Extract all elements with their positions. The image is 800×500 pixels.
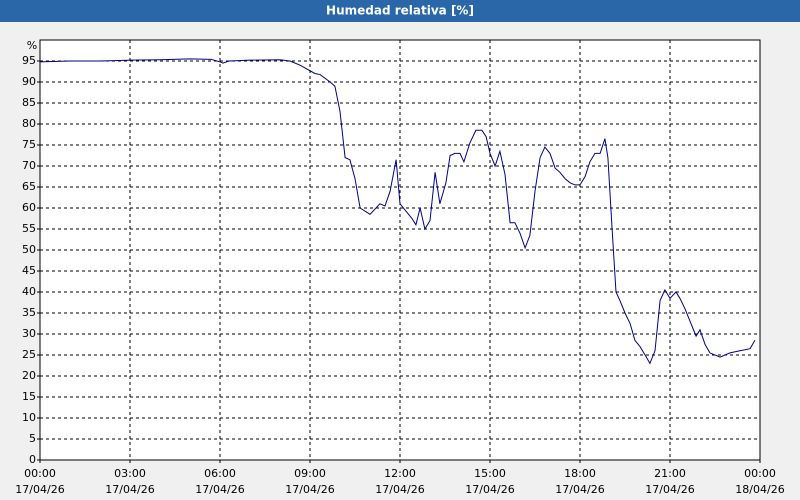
y-tick-label: 95 bbox=[22, 54, 36, 67]
y-unit: % bbox=[27, 39, 37, 52]
y-tick-label: 60 bbox=[22, 201, 36, 214]
x-tick-label: 15:00 bbox=[474, 467, 506, 480]
x-tick-date: 18/04/26 bbox=[735, 483, 784, 496]
y-tick-label: 45 bbox=[22, 264, 36, 277]
x-tick-date: 17/04/26 bbox=[645, 483, 694, 496]
x-tick-label: 09:00 bbox=[294, 467, 326, 480]
y-tick-label: 20 bbox=[22, 369, 36, 382]
y-tick-label: 80 bbox=[22, 117, 36, 130]
x-tick-label: 00:00 bbox=[744, 467, 776, 480]
x-tick-date: 17/04/26 bbox=[465, 483, 514, 496]
x-tick-label: 21:00 bbox=[654, 467, 686, 480]
x-tick-date: 17/04/26 bbox=[555, 483, 604, 496]
x-tick-label: 06:00 bbox=[204, 467, 236, 480]
y-tick-label: 85 bbox=[22, 96, 36, 109]
x-tick-label: 12:00 bbox=[384, 467, 416, 480]
x-tick-date: 17/04/26 bbox=[375, 483, 424, 496]
y-tick-label: 70 bbox=[22, 159, 36, 172]
x-tick-date: 17/04/26 bbox=[105, 483, 154, 496]
x-tick-label: 18:00 bbox=[564, 467, 596, 480]
title-bar bbox=[0, 0, 800, 22]
x-tick-date: 17/04/26 bbox=[195, 483, 244, 496]
x-tick-label: 03:00 bbox=[114, 467, 146, 480]
y-tick-label: 25 bbox=[22, 348, 36, 361]
chart-title: Humedad relativa [%] bbox=[326, 4, 474, 18]
y-tick-label: 40 bbox=[22, 285, 36, 298]
y-tick-label: 90 bbox=[22, 75, 36, 88]
y-tick-label: 30 bbox=[22, 327, 36, 340]
x-tick-label: 00:00 bbox=[24, 467, 56, 480]
x-tick-date: 17/04/26 bbox=[285, 483, 334, 496]
y-tick-label: 10 bbox=[22, 411, 36, 424]
y-tick-label: 0 bbox=[29, 453, 36, 466]
y-tick-label: 75 bbox=[22, 138, 36, 151]
y-tick-label: 65 bbox=[22, 180, 36, 193]
y-tick-label: 50 bbox=[22, 243, 36, 256]
y-tick-label: 15 bbox=[22, 390, 36, 403]
y-tick-label: 55 bbox=[22, 222, 36, 235]
y-tick-label: 35 bbox=[22, 306, 36, 319]
y-tick-label: 5 bbox=[29, 432, 36, 445]
data-line bbox=[39, 58, 756, 365]
x-tick-date: 17/04/26 bbox=[15, 483, 64, 496]
